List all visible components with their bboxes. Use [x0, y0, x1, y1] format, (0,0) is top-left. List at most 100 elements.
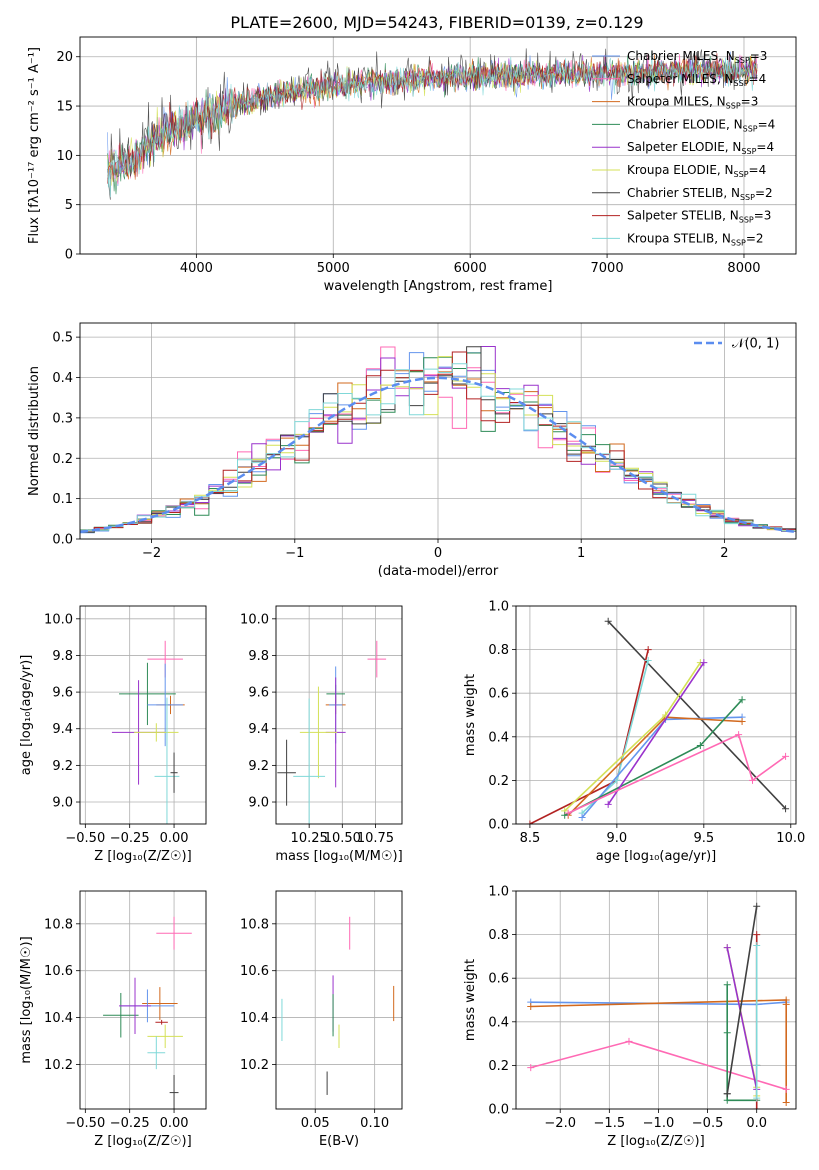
y-tick-label: 0.3: [52, 411, 73, 426]
x-tick-label: 0: [434, 546, 442, 561]
y-axis-label: mass [log₁₀(M/M☉)]: [19, 936, 34, 1063]
point-marker: [782, 752, 790, 760]
y-tick-label: 0.4: [488, 730, 509, 745]
y-tick-label: 0.6: [488, 687, 509, 702]
y-tick-label: 0.2: [488, 1059, 509, 1074]
axes: −2 −1 0 1 2 0.0 0.1 0.2 0.3 0.4 0.5 (data-model)/er…: [27, 322, 797, 579]
errorbar-point: [147, 1024, 183, 1049]
legend-entry: 𝒩(0, 1): [732, 337, 779, 352]
y-tick-label: 9.4: [52, 722, 73, 737]
weight-vs-age-panel: 8.5 9.0 9.5 10.0 0.0 0.2 0.4 0.6 0.8 1.0 age [log₁…: [463, 600, 805, 865]
y-tick-label: 10.6: [44, 964, 73, 979]
x-tick-label: 0.0: [746, 1116, 767, 1131]
plot-area: [526, 617, 790, 824]
y-tick-label: 0.5: [52, 331, 73, 346]
legend-entry: Salpeter MILES, NSSP=4: [627, 72, 766, 88]
point-marker: [753, 1061, 761, 1069]
grid: [276, 891, 402, 1109]
axes-frame: [79, 890, 207, 1110]
y-tick-label: 10.8: [240, 917, 269, 932]
x-tick-label: 0.05: [301, 1116, 330, 1131]
axes: 4000 5000 6000 7000 8000 0 5 10 15 20 wavelength […: [27, 36, 797, 294]
y-tick-label: 0.0: [52, 533, 73, 548]
x-axis-label: wavelength [Angstrom, rest frame]: [324, 279, 553, 294]
point-marker: [753, 902, 761, 910]
axes: −2.0 −1.5 −1.0 −0.5 0.0 0.0 0.2 0.4 0.6 0.8 1.0 Z […: [463, 885, 797, 1149]
y-tick-label: 10.2: [44, 1058, 73, 1073]
x-tick-label: 0.00: [160, 1116, 189, 1131]
point-marker: [526, 820, 534, 824]
point-marker: [564, 809, 572, 817]
point-marker: [753, 1094, 761, 1102]
grid: [80, 606, 206, 824]
point-marker: [723, 944, 731, 952]
point-marker: [578, 813, 586, 821]
point-marker: [696, 742, 704, 750]
spectrum-line: [107, 53, 758, 184]
y-tick-label: 1.0: [488, 885, 509, 900]
x-tick-label: 10.50: [324, 831, 361, 846]
errorbar-point: [155, 1019, 168, 1025]
errorbar-point: [103, 992, 139, 1038]
axes-frame: [515, 890, 797, 1110]
y-tick-label: 9.0: [248, 796, 269, 811]
errorbar-point: [134, 723, 179, 742]
point-marker: [527, 1064, 535, 1072]
weight-line: [564, 699, 743, 817]
y-tick-label: 9.2: [248, 759, 269, 774]
mass-vs-extinction-panel: 0.05 0.10 10.2 10.4 10.6 10.8 E(B-V): [240, 890, 403, 1149]
y-axis-label: mass weight: [463, 674, 478, 756]
point-marker: [749, 776, 757, 784]
errorbar-point: [142, 987, 178, 1020]
x-axis-label: E(B-V): [319, 1134, 359, 1149]
y-axis-label: age [log₁₀(age/yr)]: [19, 655, 34, 776]
legend-entry: Kroupa STELIB, NSSP=2: [627, 231, 764, 247]
errorbar-point: [156, 916, 192, 950]
axes-frame: [275, 605, 403, 825]
y-tick-label: 0.8: [488, 928, 509, 943]
axes-frame: [79, 322, 797, 540]
x-tick-label: 9.0: [607, 831, 628, 846]
x-tick-label: 0.10: [360, 1116, 389, 1131]
weight-line: [726, 947, 758, 1090]
point-marker: [723, 1096, 731, 1104]
plot-area: [527, 902, 790, 1109]
point-marker: [700, 659, 708, 667]
x-tick-label: 5000: [317, 261, 350, 276]
y-tick-label: 0.6: [488, 972, 509, 987]
x-tick-label: 10.75: [357, 831, 394, 846]
y-tick-label: 10.6: [240, 964, 269, 979]
y-tick-label: 9.8: [248, 649, 269, 664]
point-marker: [782, 805, 790, 813]
y-tick-label: 10.0: [44, 612, 73, 627]
grid: [516, 605, 796, 825]
residual-histogram-panel: −2 −1 0 1 2 0.0 0.1 0.2 0.3 0.4 0.5 (data-model)/er…: [27, 322, 797, 579]
point-marker: [782, 1085, 790, 1093]
x-tick-label: −1.0: [643, 1116, 675, 1131]
weight-line: [581, 716, 743, 819]
y-axis-label: Normed distribution: [27, 366, 42, 496]
plot-area: [107, 48, 758, 200]
errorbar-point: [119, 977, 151, 1034]
x-tick-label: 1: [577, 546, 585, 561]
legend-entry: Salpeter STELIB, NSSP=3: [627, 209, 771, 225]
errorbar-point: [170, 752, 178, 793]
axes: −0.50 −0.25 0.00 9.0 9.2 9.4 9.6 9.8 10.0 Z [log₁…: [19, 605, 207, 864]
point-marker: [604, 800, 612, 808]
x-tick-label: 10.25: [291, 831, 328, 846]
axes: 8.5 9.0 9.5 10.0 0.0 0.2 0.4 0.6 0.8 1.0 age [log₁…: [463, 600, 805, 865]
errorbar-point: [277, 739, 296, 806]
grid: [276, 606, 402, 824]
x-tick-label: 9.5: [693, 831, 714, 846]
y-tick-label: 9.6: [248, 686, 269, 701]
y-tick-label: 1.0: [488, 600, 509, 615]
x-tick-label: 7000: [591, 261, 624, 276]
y-tick-label: 9.2: [52, 759, 73, 774]
point-marker: [644, 646, 652, 654]
y-tick-label: 0.0: [488, 1103, 509, 1118]
errorbar-point: [147, 1036, 166, 1070]
weight-vs-metallicity-panel: −2.0 −1.5 −1.0 −0.5 0.0 0.0 0.2 0.4 0.6 0.8 1.0 Z […: [463, 885, 797, 1149]
point-marker: [723, 981, 731, 989]
